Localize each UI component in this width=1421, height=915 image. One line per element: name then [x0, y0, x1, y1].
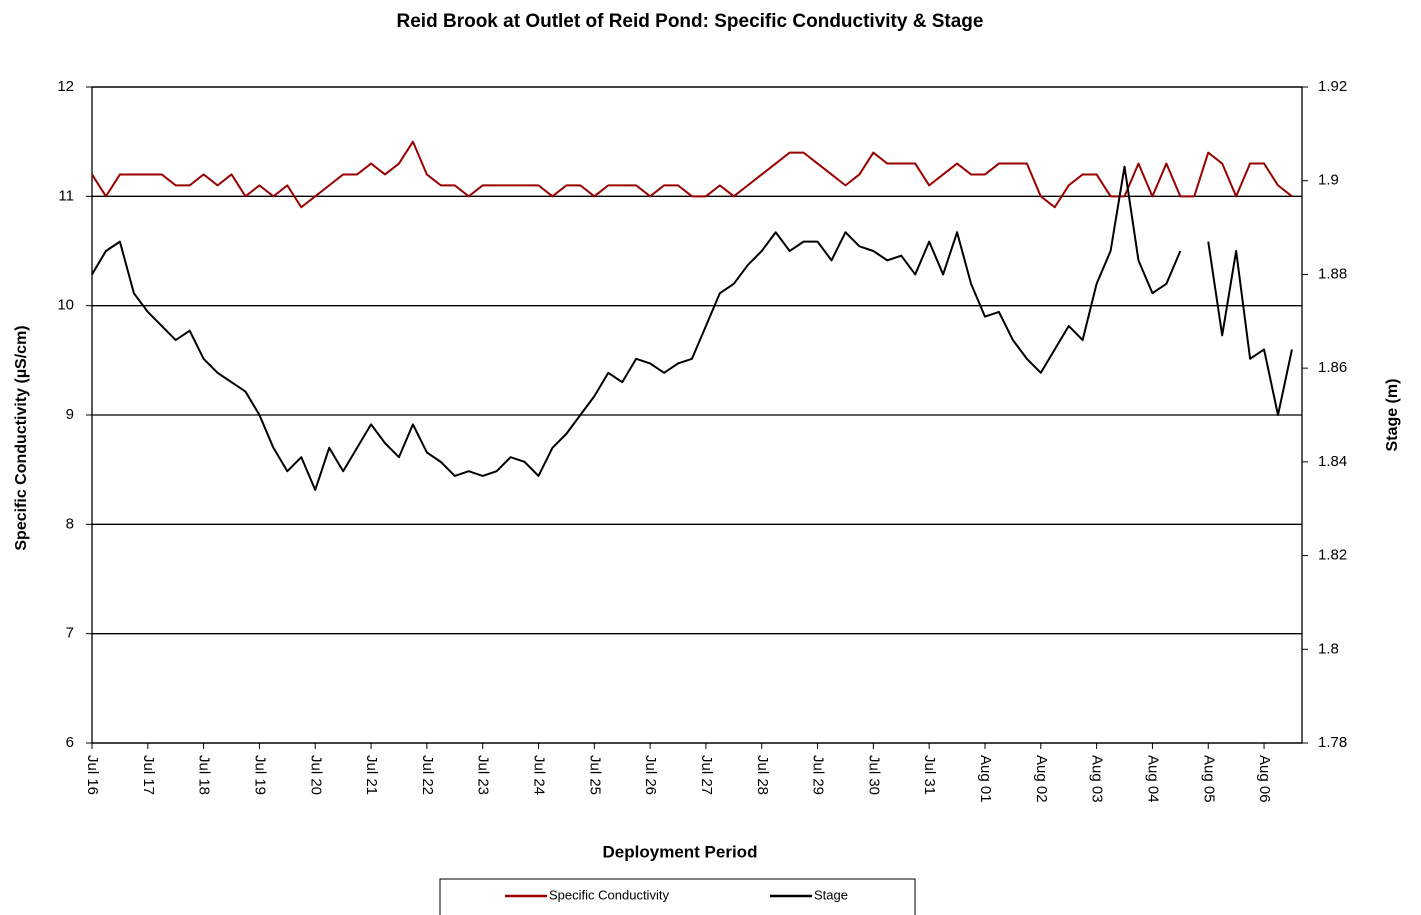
y2-axis-title: Stage (m): [1384, 379, 1401, 452]
y2-tick-label: 1.9: [1318, 172, 1339, 189]
y2-tick-label: 1.84: [1318, 453, 1347, 470]
y2-tick-label: 1.88: [1318, 265, 1347, 282]
y-tick-label: 11: [58, 187, 74, 204]
x-tick-label: Jul 16: [84, 755, 101, 795]
y-tick-label: 8: [66, 515, 74, 532]
x-tick-label: Jul 17: [140, 755, 157, 795]
y-tick-label: 12: [57, 78, 74, 95]
y-tick-label: 6: [66, 734, 74, 751]
series-line: [91, 165, 1293, 491]
x-tick-label: Jul 22: [419, 755, 436, 795]
legend-label: Specific Conductivity: [549, 887, 669, 902]
y2-tick-label: 1.8: [1318, 640, 1339, 657]
x-tick-label: Jul 29: [810, 755, 827, 795]
y2-tick-label: 1.86: [1318, 359, 1347, 376]
y2-tick-label: 1.78: [1318, 734, 1347, 751]
legend: Specific Conductivity Stage: [439, 878, 916, 915]
x-tick-label: Jul 23: [475, 755, 492, 795]
x-tick-label: Jul 24: [531, 755, 548, 795]
x-tick-label: Jul 18: [196, 755, 213, 795]
x-tick-label: Jul 31: [921, 755, 938, 795]
y-tick-label: 7: [66, 625, 74, 642]
x-axis-title: Deployment Period: [603, 842, 758, 861]
series-line: [91, 140, 1293, 209]
legend-label: Stage: [814, 887, 848, 902]
y-axis-title: Specific Conductivity (µS/cm): [13, 325, 30, 550]
x-tick-label: Jul 26: [642, 755, 659, 795]
chart-title: Reid Brook at Outlet of Reid Pond: Speci…: [397, 11, 984, 32]
x-tick-label: Aug 03: [1089, 755, 1106, 803]
x-tick-label: Jul 20: [307, 755, 324, 795]
x-tick-label: Jul 28: [754, 755, 771, 795]
x-tick-label: Jul 25: [586, 755, 603, 795]
x-tick-label: Aug 05: [1200, 755, 1217, 803]
x-tick-label: Jul 27: [698, 755, 715, 795]
x-tick-label: Jul 19: [251, 755, 268, 795]
y-tick-label: 9: [66, 406, 74, 423]
x-tick-label: Jul 30: [865, 755, 882, 795]
x-tick-label: Aug 01: [977, 755, 994, 803]
y2-tick-label: 1.82: [1318, 547, 1347, 564]
y2-tick-label: 1.92: [1318, 78, 1347, 95]
x-tick-label: Aug 02: [1033, 755, 1050, 803]
x-tick-label: Aug 06: [1256, 755, 1273, 803]
plot-frame: [91, 86, 1303, 744]
y-tick-label: 10: [57, 297, 74, 314]
x-tick-label: Aug 04: [1144, 755, 1161, 803]
x-tick-label: Jul 21: [363, 755, 380, 795]
